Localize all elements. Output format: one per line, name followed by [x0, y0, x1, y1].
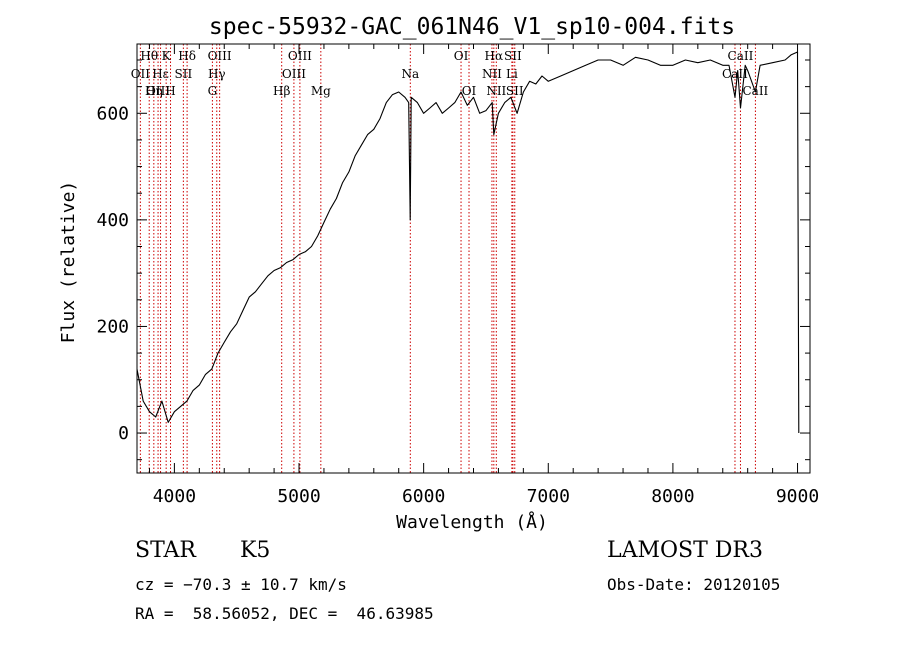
- spectral-line-label: SII: [504, 49, 522, 63]
- x-tick-label: 4000: [153, 486, 196, 507]
- spectrum-line: [136, 51, 800, 434]
- spectral-line-label: OIII: [282, 67, 306, 81]
- x-tick-label: 9000: [776, 486, 819, 507]
- plot-frame: [136, 43, 811, 474]
- x-axis-label: Wavelength (Å): [396, 511, 548, 533]
- spectral-line-label: SII: [506, 84, 524, 98]
- spectral-line-label: Hθ: [140, 49, 158, 63]
- spectral-line-label: OI: [454, 49, 469, 63]
- spectral-line-label: OIII: [288, 49, 312, 63]
- spectral-line-label: OIII: [146, 84, 170, 98]
- spectral-line-label: Hβ: [273, 84, 290, 98]
- y-axis-label: Flux (relative): [58, 181, 79, 344]
- y-tick-label: 400: [96, 210, 129, 231]
- observation-date: Obs-Date: 20120105: [607, 575, 781, 594]
- spectral-line-label: OIII: [208, 49, 232, 63]
- redshift-velocity: cz = −70.3 ± 10.7 km/s: [135, 575, 347, 594]
- y-tick-label: 600: [96, 103, 129, 124]
- spectral-line-label: NII: [486, 84, 506, 98]
- x-axis-ticks: 4000 5000 6000 7000 8000 9000: [148, 44, 819, 507]
- spectral-line-label: NII: [482, 67, 502, 81]
- x-tick-label: 6000: [402, 486, 445, 507]
- y-tick-label: 0: [118, 423, 129, 444]
- spectrum-chart: spec-55932-GAC_061N46_V1_sp10-004.fits H…: [58, 14, 819, 533]
- x-tick-label: 7000: [527, 486, 570, 507]
- spectral-line-label: K: [162, 49, 172, 63]
- spectral-line-label: Hγ: [208, 67, 226, 81]
- spectral-line-label: OI: [462, 84, 477, 98]
- object-class: STAR: [135, 538, 196, 563]
- spectral-line-label: G: [208, 84, 218, 98]
- object-subclass: K5: [240, 538, 271, 563]
- chart-title: spec-55932-GAC_061N46_V1_sp10-004.fits: [209, 14, 735, 40]
- spectral-line-label: H: [165, 84, 175, 98]
- spectral-line-label: Hδ: [178, 49, 196, 63]
- spectral-line-label: Hε: [152, 67, 169, 81]
- spectral-line-label: OII: [131, 67, 151, 81]
- spectral-line-label: Hα: [485, 49, 504, 63]
- x-tick-label: 8000: [651, 486, 694, 507]
- y-axis-ticks: 0 200 400 600: [96, 59, 810, 461]
- spectral-line-label: Mg: [311, 84, 331, 98]
- spectral-line-label: Li: [506, 67, 518, 81]
- spectral-line-label: CaII: [722, 67, 748, 81]
- spectral-line-label: Hη: [145, 84, 163, 98]
- y-tick-label: 200: [96, 316, 129, 337]
- spectral-line-label: CaII: [728, 49, 754, 63]
- survey-name: LAMOST DR3: [607, 538, 763, 563]
- spectral-line-label: Na: [401, 67, 419, 81]
- coordinates: RA = 58.56052, DEC = 46.63985: [135, 604, 434, 623]
- spectral-line-label: SII: [175, 67, 193, 81]
- x-tick-label: 5000: [277, 486, 320, 507]
